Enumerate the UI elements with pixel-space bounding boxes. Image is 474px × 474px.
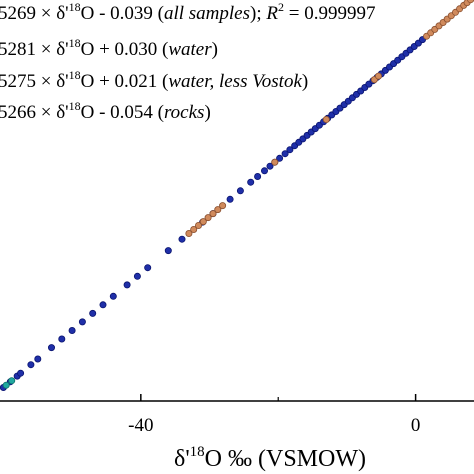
- x-ticks: -40 0: [128, 394, 420, 436]
- data-point-water-10: [89, 309, 97, 317]
- data-point-rocks-4: [204, 214, 212, 222]
- data-point-water-16: [164, 247, 172, 255]
- data-point-water-4: [27, 361, 35, 369]
- data-point-water-23: [254, 172, 262, 180]
- data-point-water-25: [266, 162, 274, 170]
- data-point-water-5: [34, 355, 42, 363]
- data-point-water-11: [99, 301, 107, 309]
- data-point-rocks-1: [190, 225, 198, 233]
- data-point-rocks-2: [194, 221, 202, 229]
- data-point-water-7: [58, 335, 66, 343]
- equation-line-2: 5281 × δ'18O + 0.030 (water): [0, 36, 218, 60]
- data-point-water-6: [48, 344, 56, 352]
- data-point-water-3: [17, 369, 25, 377]
- x-tick-label-1: 0: [411, 415, 421, 436]
- equation-line-4: 5266 × δ'18O - 0.054 (rocks): [0, 99, 211, 123]
- data-point-water-29: [286, 146, 294, 154]
- data-points: [0, 0, 474, 391]
- data-point-rocks-0: [185, 229, 193, 237]
- data-point-water-8: [68, 326, 76, 334]
- equation-legend: 5269 × δ'18O - 0.039 (all samples); R2 =…: [0, 0, 375, 123]
- data-point-water-14: [133, 272, 141, 280]
- data-point-water-13: [123, 281, 131, 289]
- data-point-water-15: [144, 264, 152, 272]
- x-axis-label: δ'18O ‰ (VSMOW): [174, 444, 366, 472]
- data-point-rocks-3: [199, 218, 207, 226]
- data-point-water-vostok-1: [8, 377, 16, 385]
- data-point-rocks-8: [271, 158, 279, 166]
- data-point-rocks-9: [322, 116, 330, 124]
- data-point-water-20: [226, 195, 234, 203]
- data-point-water-24: [260, 167, 268, 175]
- data-point-water-22: [247, 178, 255, 186]
- data-point-rocks-5: [209, 210, 217, 218]
- data-point-rocks-7: [219, 202, 227, 210]
- data-point-water-27: [276, 154, 284, 162]
- equation-line-3: 5275 × δ'18O + 0.021 (water, less Vostok…: [0, 68, 308, 92]
- x-tick-label-0: -40: [128, 415, 153, 436]
- data-point-water-12: [109, 292, 117, 300]
- data-point-water-9: [78, 318, 86, 326]
- data-point-rocks-11: [374, 72, 382, 80]
- equation-line-1: 5269 × δ'18O - 0.039 (all samples); R2 =…: [0, 0, 375, 24]
- data-point-water-17: [178, 235, 186, 243]
- data-point-water-vostok-0: [2, 381, 10, 389]
- data-point-rocks-6: [214, 206, 222, 214]
- data-point-water-28: [281, 150, 289, 158]
- data-point-rocks-23: [467, 0, 474, 4]
- data-point-water-21: [236, 187, 244, 195]
